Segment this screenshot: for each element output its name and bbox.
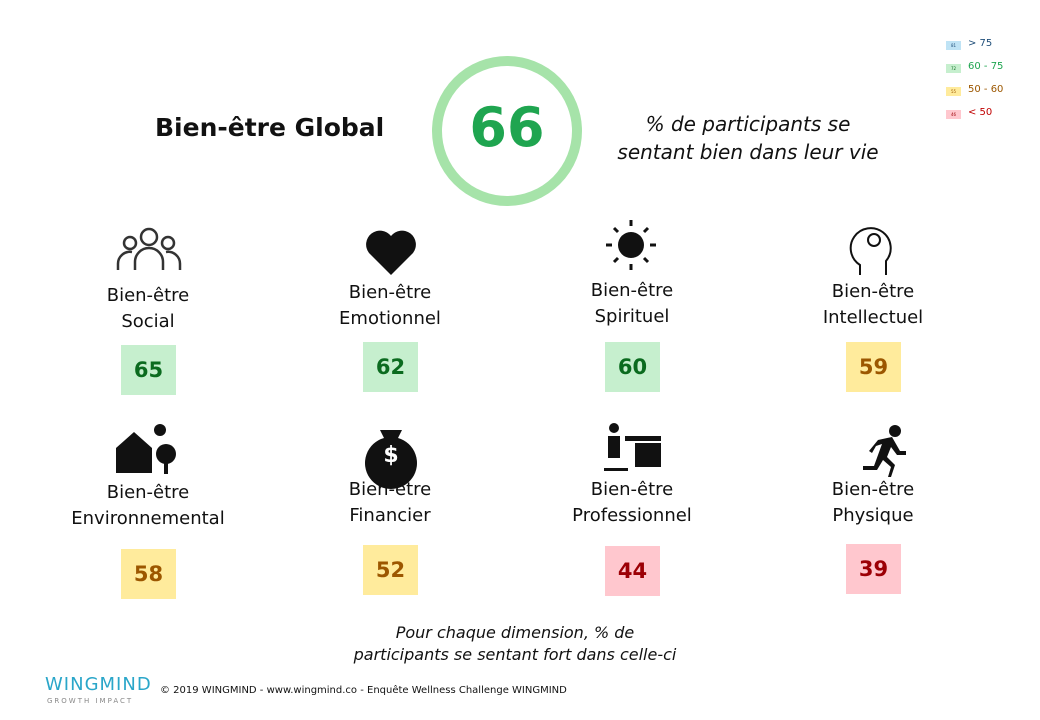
global-score: 66 [469, 96, 545, 159]
dimension-label: Bien-être Emotionnel [280, 280, 500, 332]
label-line: Bien-être [106, 285, 190, 306]
legend-label: > 75 [968, 38, 993, 49]
icon-sun [606, 220, 656, 270]
dimension-score: 62 [363, 342, 418, 392]
label-line: Bien-être [348, 282, 432, 303]
dimension-score: 60 [605, 342, 660, 392]
description: % de participants se sentant bien dans le… [598, 110, 898, 166]
tagline: GROWTH IMPACT [47, 697, 134, 705]
dimension-label: Bien-être Physique [763, 477, 983, 529]
legend-swatch: 81 [946, 41, 961, 50]
score-ring [432, 56, 582, 206]
label-line: Intellectuel [822, 307, 924, 328]
icon-social [116, 227, 182, 270]
label-line: Bien-être [831, 479, 915, 500]
legend-swatch: 55 [946, 87, 961, 96]
legend-swatch: 46 [946, 110, 961, 119]
icon-runner [863, 425, 906, 477]
label-line: Bien-être [831, 281, 915, 302]
dimension-score: 65 [121, 345, 176, 395]
label-line: Bien-être [348, 479, 432, 500]
legend-label: 50 - 60 [968, 84, 1004, 95]
label-line: Professionnel [572, 505, 692, 526]
description-line: % de participants se [645, 112, 851, 136]
dimension-label: Bien-être Social [38, 283, 258, 335]
label-line: Financier [349, 505, 431, 526]
dimension-label: Bien-être Environnemental [38, 480, 258, 532]
copyright: © 2019 WINGMIND - www.wingmind.co - Enqu… [160, 685, 567, 696]
dimension-score: 44 [605, 546, 660, 596]
dimension-score: 58 [121, 549, 176, 599]
dimension-score: 39 [846, 544, 901, 594]
dimension-label: Bien-être Financier [280, 477, 500, 529]
description-line: sentant bien dans leur vie [617, 140, 879, 164]
dimension-score: 59 [846, 342, 901, 392]
note-line: Pour chaque dimension, % de [395, 623, 635, 642]
legend-label: 60 - 75 [968, 61, 1004, 72]
label-line: Bien-être [590, 280, 674, 301]
dimension-score: 52 [363, 545, 418, 595]
icon-desk [604, 423, 661, 471]
dimension-label: Bien-être Professionnel [522, 477, 742, 529]
dimension-label: Bien-être Intellectuel [763, 279, 983, 331]
note: Pour chaque dimension, % de participants … [320, 622, 710, 666]
icon-head [849, 227, 892, 275]
logo: WINGMIND [45, 674, 152, 695]
legend-swatch: 72 [946, 64, 961, 73]
label-line: Spirituel [594, 306, 670, 327]
icon-house [116, 424, 176, 474]
legend-label: < 50 [968, 107, 993, 118]
label-line: Physique [832, 505, 914, 526]
icon-heart [366, 230, 416, 275]
label-line: Social [121, 311, 175, 332]
label-line: Bien-être [590, 479, 674, 500]
label-line: Bien-être [106, 482, 190, 503]
title: Bien-être Global [155, 113, 385, 142]
svg-text:$: $ [383, 443, 398, 468]
dimension-label: Bien-être Spirituel [522, 278, 742, 330]
label-line: Environnemental [71, 508, 225, 529]
label-line: Emotionnel [339, 308, 441, 329]
note-line: participants se sentant fort dans celle-… [353, 645, 677, 664]
